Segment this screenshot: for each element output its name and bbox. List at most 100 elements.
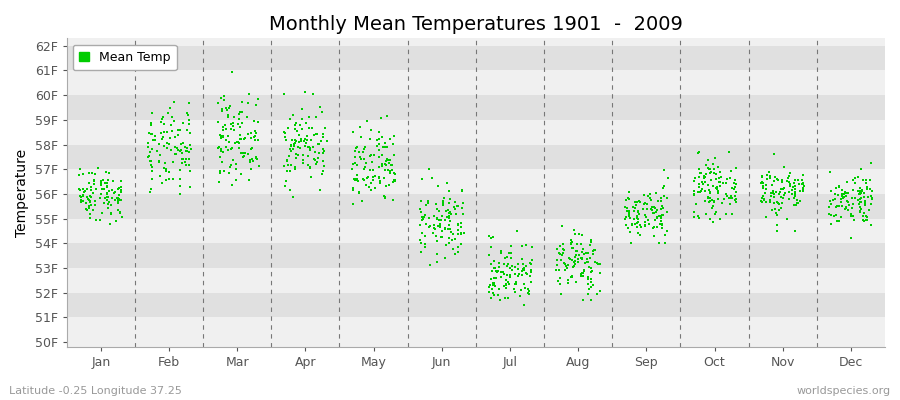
Point (655, 185, 670, 192)
Point (162, 169, 176, 175)
Bar (67, 46, 885, 70)
Point (637, 192, 652, 198)
Point (387, 133, 401, 139)
Point (855, 188, 869, 194)
Point (580, 256, 594, 262)
Point (512, 271, 526, 277)
Point (182, 148, 196, 155)
Point (774, 186, 788, 192)
Point (249, 130, 264, 136)
Point (216, 167, 230, 174)
Point (570, 241, 584, 248)
Point (156, 114, 170, 120)
Point (565, 273, 580, 279)
Point (727, 184, 742, 191)
Point (789, 202, 804, 208)
Point (167, 98, 182, 105)
Bar (67, 268, 885, 293)
Point (352, 190, 366, 196)
Point (245, 156, 259, 162)
Point (854, 206, 868, 212)
Point (727, 177, 742, 184)
Point (372, 174, 386, 180)
Text: Latitude -0.25 Longitude 37.25: Latitude -0.25 Longitude 37.25 (9, 386, 182, 396)
Point (703, 170, 717, 176)
Point (363, 136, 377, 142)
Point (492, 260, 507, 266)
Point (515, 272, 529, 278)
Point (178, 158, 193, 165)
Point (706, 166, 721, 172)
Point (757, 197, 771, 204)
Point (248, 101, 263, 108)
Point (373, 136, 387, 142)
Point (223, 164, 238, 170)
Point (374, 162, 389, 169)
Point (707, 211, 722, 217)
Point (99, 184, 113, 190)
Point (691, 184, 706, 190)
Point (378, 140, 392, 146)
Point (777, 184, 791, 191)
Point (219, 105, 233, 112)
Point (356, 156, 371, 162)
Point (646, 224, 661, 230)
Point (853, 198, 868, 205)
Point (167, 134, 182, 141)
Point (101, 200, 115, 207)
Point (767, 200, 781, 206)
Point (154, 180, 168, 187)
Point (375, 144, 390, 150)
Point (302, 146, 317, 153)
Point (625, 220, 639, 227)
Point (630, 220, 644, 226)
Point (142, 153, 157, 159)
Point (641, 217, 655, 223)
Point (508, 281, 523, 287)
Point (111, 207, 125, 213)
Point (421, 198, 436, 204)
Point (578, 260, 592, 266)
Point (586, 250, 600, 257)
Point (582, 254, 597, 261)
Point (836, 191, 850, 198)
Point (783, 182, 797, 189)
Point (857, 210, 871, 216)
Point (694, 188, 708, 195)
Point (435, 228, 449, 234)
Point (173, 167, 187, 173)
Point (302, 125, 316, 131)
Point (179, 161, 194, 168)
Point (797, 183, 812, 189)
Point (644, 206, 658, 212)
Point (362, 184, 376, 190)
Point (788, 193, 802, 199)
Point (318, 125, 332, 132)
Point (238, 134, 252, 141)
Point (160, 129, 175, 135)
Point (281, 162, 295, 168)
Point (637, 222, 652, 229)
Point (442, 187, 456, 194)
Point (294, 136, 309, 142)
Point (251, 137, 266, 143)
Point (782, 181, 796, 188)
Point (451, 249, 465, 256)
Point (631, 230, 645, 236)
Point (184, 146, 198, 152)
Point (152, 152, 166, 158)
Point (775, 177, 789, 183)
Point (644, 204, 659, 210)
Point (434, 234, 448, 240)
Point (783, 170, 797, 176)
Point (653, 198, 668, 204)
Point (283, 187, 297, 194)
Point (697, 174, 711, 181)
Point (372, 146, 386, 153)
Point (564, 239, 579, 245)
Point (416, 216, 430, 222)
Point (759, 190, 773, 197)
Point (688, 175, 702, 182)
Point (293, 144, 308, 151)
Point (418, 241, 432, 248)
